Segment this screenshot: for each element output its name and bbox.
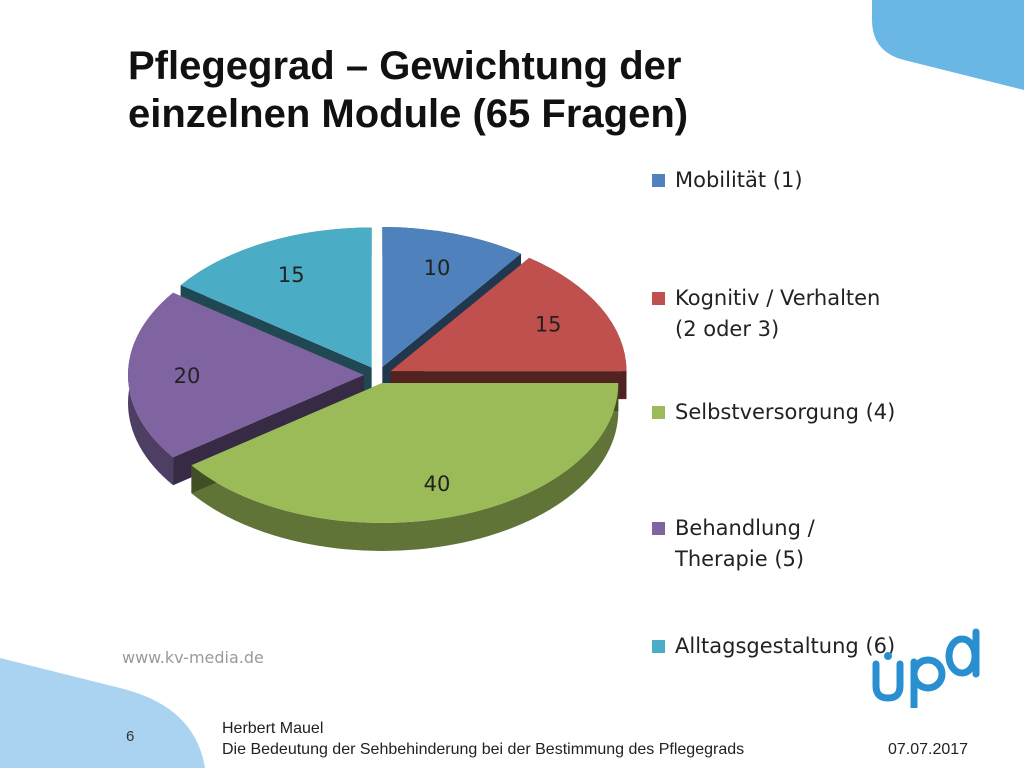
footer-author: Herbert Mauel — [222, 720, 324, 737]
legend-swatch — [652, 174, 665, 187]
legend-label-line: (2 oder 3) — [675, 317, 780, 341]
legend-label-line: Therapie (5) — [675, 547, 805, 571]
legend-swatch — [652, 406, 665, 419]
legend-swatch — [652, 640, 665, 653]
pie-slice-top-1 — [390, 257, 627, 372]
legend-item: Selbstversorgung (4) — [652, 397, 895, 428]
upa-logo — [872, 628, 980, 708]
corner-decoration-top — [872, 0, 1024, 90]
page-number: 6 — [126, 728, 135, 745]
legend-swatch — [652, 522, 665, 535]
slide-title-line-2: einzelnen Module (65 Fragen) — [128, 92, 689, 136]
legend-item: Mobilität (1) — [652, 165, 803, 196]
data-label-0: 10 — [424, 256, 451, 280]
pie-slice-2: 40 — [191, 382, 619, 551]
legend-label: Mobilität (1) — [675, 165, 803, 196]
data-label-1: 15 — [535, 313, 562, 337]
legend-label: Kognitiv / Verhalten (2 oder 3) — [675, 283, 880, 345]
chart-legend: Mobilität (1) Kognitiv / Verhalten (2 oder… — [652, 165, 992, 665]
pie-slice-top-4 — [180, 227, 372, 368]
legend-label: Alltagsgestaltung (6) — [675, 631, 895, 662]
slide-title: Pflegegrad – Gewichtung der einzelnen Mo… — [128, 42, 848, 138]
watermark-url: www.kv-media.de — [122, 648, 264, 667]
footer-date: 07.07.2017 — [888, 741, 969, 758]
data-label-2: 40 — [424, 472, 451, 496]
legend-item: Behandlung / Therapie (5) — [652, 513, 815, 575]
data-label-3: 20 — [174, 364, 201, 388]
legend-label: Behandlung / Therapie (5) — [675, 513, 815, 575]
data-label-4: 15 — [278, 263, 305, 287]
slide-title-line-1: Pflegegrad – Gewichtung der — [128, 44, 682, 88]
pie-slice-top-2 — [191, 382, 619, 523]
footer-subtitle: Die Bedeutung der Sehbehinderung bei der… — [222, 741, 745, 758]
legend-label-line: Kognitiv / Verhalten — [675, 286, 881, 310]
legend-item: Kognitiv / Verhalten (2 oder 3) — [652, 283, 880, 345]
legend-label-line: Mobilität (1) — [675, 168, 803, 192]
pie-slice-top-3 — [128, 292, 364, 458]
legend-label-line: Alltagsgestaltung (6) — [675, 634, 896, 658]
pie-slice-top-0 — [382, 227, 522, 368]
legend-item: Alltagsgestaltung (6) — [652, 631, 895, 662]
legend-label-line: Behandlung / — [675, 516, 815, 540]
legend-label-line: Selbstversorgung (4) — [675, 400, 896, 424]
pie-slice-side-2 — [191, 382, 619, 551]
legend-label: Selbstversorgung (4) — [675, 397, 895, 428]
corner-decoration-bottom — [0, 658, 205, 768]
legend-swatch — [652, 292, 665, 305]
